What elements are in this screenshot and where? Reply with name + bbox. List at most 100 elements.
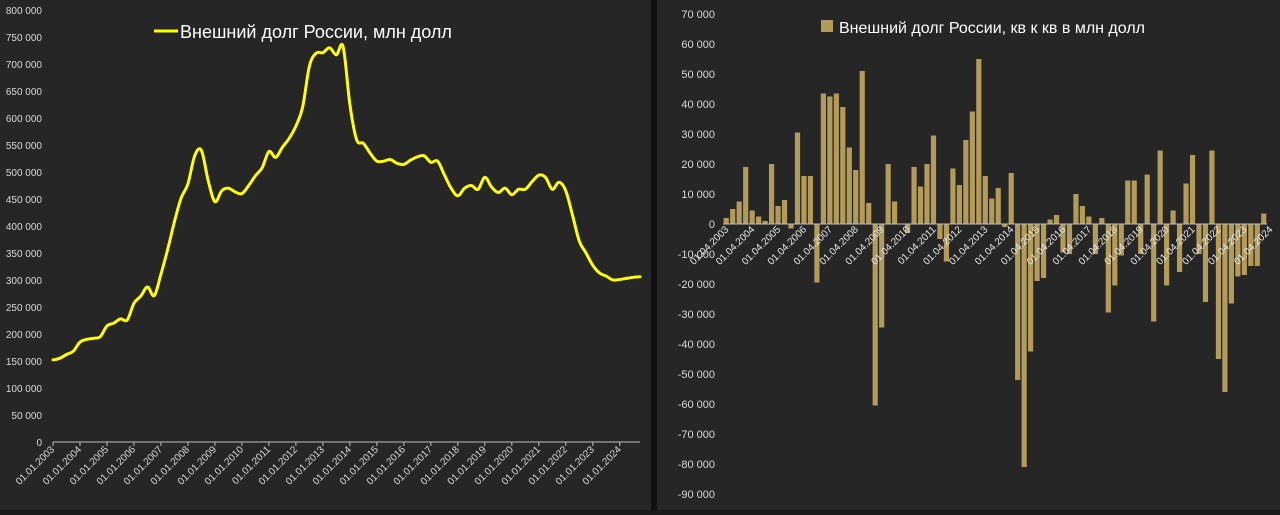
bar — [1118, 224, 1124, 256]
bar — [1209, 150, 1215, 224]
bar — [1105, 224, 1111, 313]
bar — [879, 224, 885, 328]
y-tick-label: -20 000 — [678, 279, 715, 291]
bar — [1073, 194, 1079, 224]
y-tick-label: 0 — [709, 219, 715, 231]
y-tick-label: 600 000 — [6, 114, 43, 125]
y-tick-label: 400 000 — [6, 222, 43, 233]
bar — [1112, 224, 1118, 286]
y-tick-label: 550 000 — [6, 141, 43, 152]
bar — [756, 216, 762, 224]
bar — [1040, 224, 1047, 278]
y-tick-label: 250 000 — [6, 303, 43, 314]
bar — [1215, 224, 1222, 359]
y-tick-label: 70 000 — [681, 9, 715, 21]
y-tick-label: 50 000 — [681, 69, 715, 81]
bar-chart: 70 000 60 000 50 000 40 000 30 000 20 000 10 0… — [678, 9, 1276, 501]
bar — [807, 176, 814, 224]
bar-chart-panel: 70 000 60 000 50 000 40 000 30 000 20 000 10 0… — [657, 0, 1280, 510]
bar — [794, 132, 801, 224]
bar — [943, 224, 950, 262]
bar — [859, 71, 865, 224]
bar — [1002, 224, 1008, 227]
bar — [924, 164, 930, 224]
bar — [1183, 183, 1189, 224]
bar — [1034, 224, 1040, 281]
bar — [969, 111, 975, 224]
bar — [1176, 224, 1183, 272]
bar — [1015, 224, 1021, 380]
bar — [1248, 224, 1254, 266]
bar — [853, 170, 859, 224]
y-tick-label: 700 000 — [6, 60, 43, 71]
y-tick-label: -80 000 — [678, 459, 715, 471]
y-tick-label: 60 000 — [681, 39, 715, 51]
bar — [892, 201, 898, 224]
bar — [827, 96, 833, 224]
line-chart: 0 50 000 100 000 150 000 200 000 250 000 300 0… — [6, 6, 642, 488]
bar — [911, 167, 917, 224]
y-tick-label: 650 000 — [6, 87, 43, 98]
bar — [1125, 180, 1131, 224]
bar — [1021, 224, 1027, 467]
legend-label: Внешний долг России, млн долл — [180, 22, 452, 42]
y-tick-label: 200 000 — [6, 330, 43, 341]
bar — [743, 167, 749, 224]
y-tick-label: 450 000 — [6, 195, 43, 206]
bar — [1222, 224, 1228, 392]
bar — [749, 210, 755, 224]
bar — [982, 176, 988, 224]
bar — [1099, 218, 1105, 224]
bar — [1196, 224, 1202, 254]
bar — [840, 107, 846, 224]
bar — [833, 93, 839, 224]
y-tick-label: 20 000 — [681, 159, 715, 171]
bar — [1060, 224, 1066, 253]
y-tick-label: 350 000 — [6, 249, 43, 260]
bar — [1092, 224, 1098, 254]
y-tick-label: 750 000 — [6, 33, 43, 44]
bar — [1086, 216, 1092, 224]
y-tick-label: -30 000 — [678, 309, 715, 321]
y-tick-label: -70 000 — [678, 429, 715, 441]
bar — [1164, 224, 1170, 286]
y-tick-label: -40 000 — [678, 339, 715, 351]
legend-swatch — [821, 20, 833, 32]
y-tick-label: -50 000 — [678, 369, 715, 381]
y-tick-label: 10 000 — [681, 189, 715, 201]
bar — [885, 164, 891, 224]
y-tick-label: 150 000 — [6, 357, 43, 368]
bar — [1189, 155, 1196, 224]
y-tick-label: 40 000 — [681, 99, 715, 111]
bar — [736, 201, 742, 224]
bar — [1028, 224, 1034, 352]
legend: Внешний долг России, кв к кв в млн долл — [821, 20, 1145, 37]
bar — [1047, 219, 1053, 224]
y-tick-label: 0 — [36, 438, 42, 449]
bar — [930, 135, 937, 224]
bar — [723, 218, 729, 224]
bar — [963, 140, 969, 224]
legend: Внешний долг России, млн долл — [154, 22, 452, 42]
bar — [1157, 150, 1163, 224]
bar — [1131, 180, 1137, 224]
bar — [872, 224, 878, 406]
y-tick-label: 50 000 — [11, 411, 42, 422]
bar — [1261, 213, 1267, 224]
bar — [1235, 224, 1241, 277]
y-tick-label: 300 000 — [6, 276, 43, 287]
bar — [775, 206, 781, 224]
bar — [846, 147, 852, 224]
panel-divider — [651, 0, 657, 510]
bar — [814, 224, 820, 283]
bar — [1170, 210, 1176, 224]
bar — [1151, 224, 1157, 322]
bar — [1241, 224, 1247, 275]
bar — [956, 185, 962, 224]
y-tick-label: -90 000 — [678, 489, 715, 501]
y-tick-label: 100 000 — [6, 384, 43, 395]
bar — [801, 176, 807, 224]
bar — [820, 93, 826, 224]
bar — [1254, 224, 1260, 266]
bar — [937, 224, 943, 239]
